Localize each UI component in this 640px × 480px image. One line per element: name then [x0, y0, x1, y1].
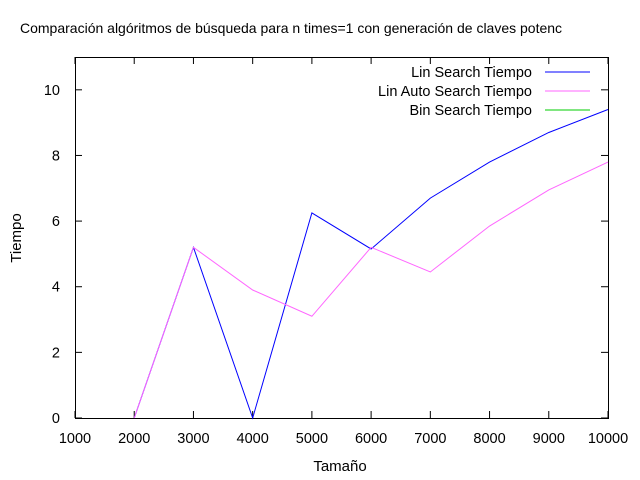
y-tick-label: 6 [52, 214, 60, 230]
x-tick-label: 7000 [414, 431, 446, 447]
plot-frame [75, 57, 609, 419]
x-tick-label: 5000 [296, 431, 328, 447]
x-tick-label: 8000 [473, 431, 505, 447]
x-tick-label: 10000 [588, 431, 628, 447]
chart-title: Comparación algóritmos de búsqueda para … [20, 20, 562, 36]
y-tick-label: 2 [52, 345, 60, 361]
legend-label: Bin Search Tiempo [409, 103, 532, 119]
y-axis-ticks: 0 2 4 6 8 10 [44, 83, 608, 427]
y-tick-label: 0 [52, 411, 60, 427]
x-tick-label: 3000 [177, 431, 209, 447]
series-line-1 [133, 161, 609, 419]
x-tick-label: 2000 [118, 431, 150, 447]
legend-label: Lin Auto Search Tiempo [378, 84, 532, 100]
y-tick-label: 10 [44, 83, 60, 99]
y-axis-title: Tiempo [8, 213, 25, 262]
x-axis-ticks: 1000 2000 3000 4000 5000 6000 7000 8000 9000 1000… [59, 57, 628, 447]
y-tick-label: 8 [52, 148, 60, 164]
legend-label: Lin Search Tiempo [411, 65, 532, 81]
y-tick-label: 4 [52, 280, 60, 296]
legend: Lin Search Tiempo Lin Auto Search Tiempo B… [378, 65, 590, 119]
series-line-0 [133, 109, 609, 420]
x-tick-label: 9000 [533, 431, 565, 447]
series-lines [133, 109, 609, 420]
x-tick-label: 6000 [355, 431, 387, 447]
x-tick-label: 4000 [237, 431, 269, 447]
x-tick-label: 1000 [59, 431, 91, 447]
x-axis-title: Tamaño [313, 458, 366, 475]
